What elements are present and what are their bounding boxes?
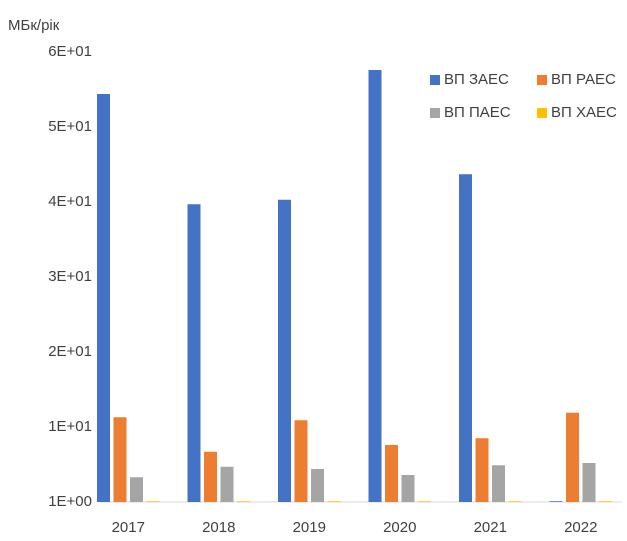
legend-label: ВП ПАЕС — [444, 104, 511, 121]
bar — [237, 501, 250, 502]
x-tick-label: 2022 — [564, 519, 597, 536]
bar — [368, 70, 382, 502]
y-tick-label: 2E+01 — [48, 343, 92, 360]
bar — [459, 174, 472, 502]
bar — [204, 451, 217, 502]
bar — [566, 412, 579, 502]
x-tick-label: 2018 — [202, 519, 235, 536]
x-tick-label: 2021 — [474, 519, 507, 536]
bar — [492, 465, 505, 502]
bar — [294, 420, 308, 502]
legend-label: ВП ЗАЕС — [444, 71, 509, 88]
y-tick-label: 6E+01 — [48, 43, 92, 60]
legend-swatch — [430, 108, 440, 118]
bar — [475, 438, 489, 502]
legend-swatch — [537, 108, 547, 118]
legend-label: ВП ХАЕС — [551, 104, 617, 121]
x-tick-label: 2017 — [112, 519, 145, 536]
legend-swatch — [430, 75, 440, 85]
bar — [311, 469, 324, 502]
bar — [187, 204, 201, 502]
bar — [549, 501, 563, 502]
bar — [327, 501, 341, 502]
bar — [401, 475, 415, 502]
bar — [146, 501, 160, 502]
y-tick-label: 3E+01 — [48, 268, 92, 285]
y-tick-label: 1E+00 — [48, 493, 92, 510]
legend-swatch — [537, 75, 547, 85]
y-tick-label: 4E+01 — [48, 193, 92, 210]
bar — [385, 445, 398, 502]
y-axis-label: МБк/рік — [8, 17, 60, 34]
legend-label: ВП РАЕС — [551, 71, 616, 88]
y-tick-label: 1E+01 — [48, 418, 92, 435]
bar — [220, 466, 234, 502]
bar — [278, 199, 291, 502]
bar — [418, 501, 431, 502]
bar — [582, 463, 596, 502]
bar — [97, 94, 110, 502]
bar — [599, 501, 612, 502]
y-tick-label: 5E+01 — [48, 118, 92, 135]
bar — [113, 417, 127, 502]
x-tick-label: 2019 — [293, 519, 326, 536]
bar — [130, 477, 143, 502]
bar — [508, 501, 522, 502]
x-tick-label: 2020 — [383, 519, 416, 536]
